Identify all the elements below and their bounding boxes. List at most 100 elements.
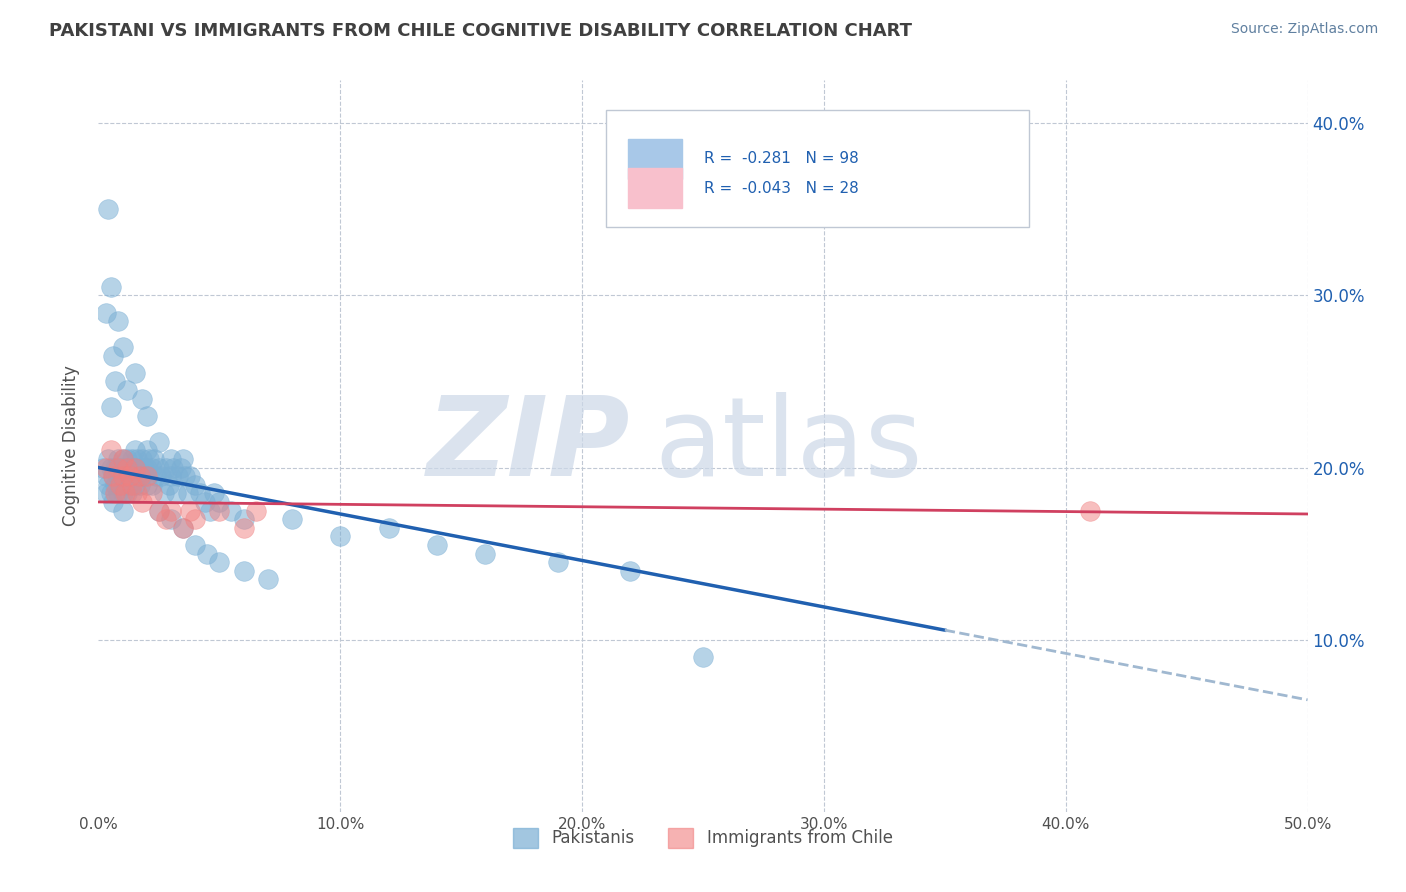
Point [108,460,131,475]
Point [107,486,129,500]
Point [117,451,139,466]
Point [172,521,194,535]
Point [141,486,163,500]
Point [184,477,207,491]
Point [208,555,231,569]
Text: R =  -0.043   N = 28: R = -0.043 N = 28 [704,181,859,195]
Point [94,305,117,319]
Point [128,469,150,483]
Point [121,486,143,500]
Point [128,460,150,475]
Point [97,451,120,466]
Point [195,547,218,561]
Point [547,555,569,569]
Point [179,503,201,517]
Point [91,460,114,475]
Point [111,486,134,500]
FancyBboxPatch shape [606,110,1029,227]
Point [118,469,141,483]
Point [232,521,254,535]
Point [121,451,143,466]
Point [160,451,183,466]
Point [111,451,134,466]
Point [256,573,278,587]
Point [204,486,226,500]
Point [1078,503,1101,517]
Point [124,443,146,458]
Point [121,469,143,483]
Point [114,486,136,500]
Point [107,460,129,475]
Point [135,477,157,491]
Point [124,460,146,475]
Legend: Pakistanis, Immigrants from Chile: Pakistanis, Immigrants from Chile [506,821,900,855]
Point [108,477,131,491]
Point [150,469,173,483]
Point [131,392,153,406]
Point [104,477,127,491]
Point [148,503,170,517]
Point [104,460,127,475]
Point [111,469,134,483]
Point [329,529,352,543]
FancyBboxPatch shape [628,168,682,208]
Point [111,503,134,517]
Point [101,495,124,509]
Point [135,469,157,483]
Point [198,503,221,517]
Point [135,443,157,458]
Point [124,477,146,491]
FancyBboxPatch shape [628,139,682,179]
Point [155,460,177,475]
Point [167,469,190,483]
Point [152,486,174,500]
Point [221,503,243,517]
Point [107,314,129,328]
Point [131,451,153,466]
Point [128,477,150,491]
Text: PAKISTANI VS IMMIGRANTS FROM CHILE COGNITIVE DISABILITY CORRELATION CHART: PAKISTANI VS IMMIGRANTS FROM CHILE COGNI… [49,22,912,40]
Point [188,486,211,500]
Point [619,564,641,578]
Y-axis label: Cognitive Disability: Cognitive Disability [62,366,80,526]
Point [100,460,122,475]
Point [138,451,160,466]
Point [174,469,197,483]
Point [111,340,134,354]
Point [245,503,267,517]
Point [124,366,146,380]
Point [131,469,153,483]
Point [148,503,170,517]
Point [692,649,714,664]
Text: R =  -0.281   N = 98: R = -0.281 N = 98 [704,152,859,167]
Point [104,375,127,389]
Point [101,469,124,483]
Text: Source: ZipAtlas.com: Source: ZipAtlas.com [1230,22,1378,37]
Point [172,451,194,466]
Point [162,460,184,475]
Point [118,477,141,491]
Point [184,538,207,552]
Point [114,460,136,475]
Point [127,469,149,483]
Point [118,460,141,475]
Point [474,547,496,561]
Point [160,503,183,517]
Point [281,512,304,526]
Point [117,460,139,475]
Point [179,469,201,483]
Point [177,486,200,500]
Point [101,469,124,483]
Point [100,280,122,294]
Point [127,486,149,500]
Point [94,486,117,500]
Point [232,512,254,526]
Point [135,460,157,475]
Point [100,443,122,458]
Point [108,477,131,491]
Point [172,521,194,535]
Point [104,486,127,500]
Point [131,495,153,509]
Point [135,409,157,423]
Point [111,469,134,483]
